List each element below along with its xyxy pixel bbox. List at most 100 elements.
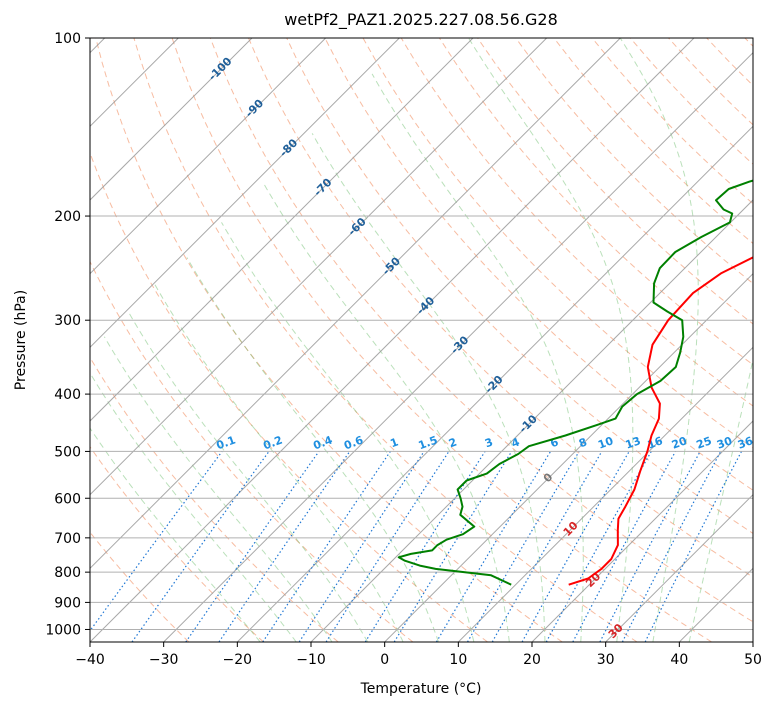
isotherm-line [752, 641, 753, 642]
x-tick-label: −40 [75, 652, 105, 668]
dewpoint-profile-line [397, 179, 753, 586]
mixing-ratio-label: 2 [447, 436, 459, 451]
mixing-ratio-label: 13 [624, 434, 643, 451]
mixing-ratio-label: 30 [715, 434, 734, 452]
dry-adiabat [90, 445, 264, 642]
dry-adiabat [324, 38, 753, 491]
mixing-ratio-line [131, 451, 270, 642]
dry-adiabat [553, 38, 753, 245]
isotherm-line [90, 38, 621, 570]
dry-adiabat [90, 260, 414, 642]
dry-adiabat [171, 38, 712, 642]
mixing-ratio-label: 3 [483, 436, 495, 451]
isotherm-label: -20 [482, 373, 505, 396]
isotherm-label: -90 [243, 97, 266, 120]
moist-adiabat [371, 73, 584, 642]
y-tick-label: 800 [54, 565, 81, 581]
mixing-ratio-label: 6 [549, 435, 561, 450]
x-tick-label: 20 [523, 652, 541, 668]
isotherm-line [236, 125, 753, 642]
mixing-ratio-label: 0.2 [261, 434, 284, 453]
moist-adiabat [153, 283, 404, 642]
isotherm-line [90, 38, 474, 422]
mixing-ratio-line [325, 451, 450, 642]
mixing-ratio-line [545, 451, 652, 642]
isotherm-label: -60 [345, 215, 368, 238]
isotherm-line [90, 38, 548, 496]
mixing-ratio-line [218, 451, 351, 642]
isotherm-label: 0 [541, 470, 556, 485]
moist-adiabat [90, 372, 297, 642]
y-tick-label: 700 [54, 531, 81, 547]
isotherm-label: -100 [206, 54, 235, 83]
dry-adiabat [209, 38, 753, 623]
x-tick-label: 40 [670, 652, 688, 668]
moist-adiabat [468, 38, 634, 642]
dry-adiabat [515, 38, 753, 285]
y-axis: 100 200 300 400 500 600 700 800 900 1000 [45, 31, 90, 638]
isobar-grid [90, 38, 753, 630]
y-tick-label: 300 [54, 313, 81, 329]
x-tick-label: 30 [597, 652, 615, 668]
x-axis-title: Temperature (°C) [360, 681, 482, 697]
dry-adiabat [248, 38, 753, 578]
dry-adiabat [133, 38, 638, 642]
dry-adiabat [744, 38, 753, 47]
y-tick-label: 100 [54, 31, 81, 47]
mixing-ratio-label: 10 [596, 434, 615, 452]
isotherm-label: -30 [448, 333, 471, 356]
mixing-ratio-line [644, 451, 743, 642]
mixing-ratio-line [521, 451, 630, 642]
mixing-ratio-label: 0.6 [342, 433, 365, 452]
y-tick-label: 1000 [45, 622, 81, 638]
mixing-ratio-line [572, 451, 677, 642]
moist-adiabat [688, 356, 753, 642]
x-tick-label: 10 [449, 652, 467, 668]
x-tick-label: −20 [223, 652, 253, 668]
mixing-ratio-label: 20 [670, 434, 689, 452]
x-axis: −40 −30 −20 −10 0 10 20 30 40 50 [75, 642, 762, 668]
moist-adiabat [186, 257, 439, 642]
mixing-ratio-label: 0.4 [311, 433, 334, 452]
y-tick-label: 600 [54, 491, 81, 507]
x-tick-label: −10 [296, 652, 326, 668]
mixing-ratio-line [298, 451, 425, 642]
isotherm-line [90, 38, 253, 201]
isotherm-line [531, 420, 753, 642]
isotherm-line [90, 38, 327, 275]
x-tick-label: −30 [149, 652, 179, 668]
y-tick-label: 200 [54, 209, 81, 225]
isotherm-line [90, 38, 695, 642]
x-tick-label: 0 [380, 652, 389, 668]
background-lines [90, 38, 753, 642]
mixing-ratio-label: 0.1 [215, 433, 238, 452]
dry-adiabat [668, 38, 753, 126]
dry-adiabat [90, 356, 339, 642]
isotherm-line [384, 272, 753, 642]
temperature-profile-line [568, 256, 753, 586]
isotherm-line [457, 346, 753, 642]
isotherm-line [163, 51, 753, 642]
y-axis-title: Pressure (hPa) [13, 290, 29, 390]
dry-adiabat [706, 38, 753, 87]
moist-adiabat [103, 336, 333, 642]
moist-adiabat [619, 38, 699, 642]
y-tick-label: 900 [54, 595, 81, 611]
isotherm-label: -10 [517, 412, 540, 435]
mixing-ratio-label: 4 [510, 435, 522, 450]
mixing-ratio-line [435, 451, 552, 642]
mixing-ratio-line [262, 451, 391, 642]
isotherm-label: 40 [628, 672, 648, 692]
moist-adiabat [311, 133, 546, 642]
mixing-ratio-label: 1 [388, 436, 400, 451]
x-tick-label: 50 [744, 652, 762, 668]
mixing-ratio-label: 36 [736, 434, 755, 452]
isotherm-label: 10 [561, 519, 581, 539]
dry-adiabat [286, 38, 753, 535]
isotherm-line [605, 493, 753, 642]
isotherm-line [90, 38, 400, 349]
isotherm-line [678, 567, 753, 642]
mixing-ratio-label: 1.5 [417, 433, 440, 452]
mixing-ratio-line [185, 451, 320, 642]
